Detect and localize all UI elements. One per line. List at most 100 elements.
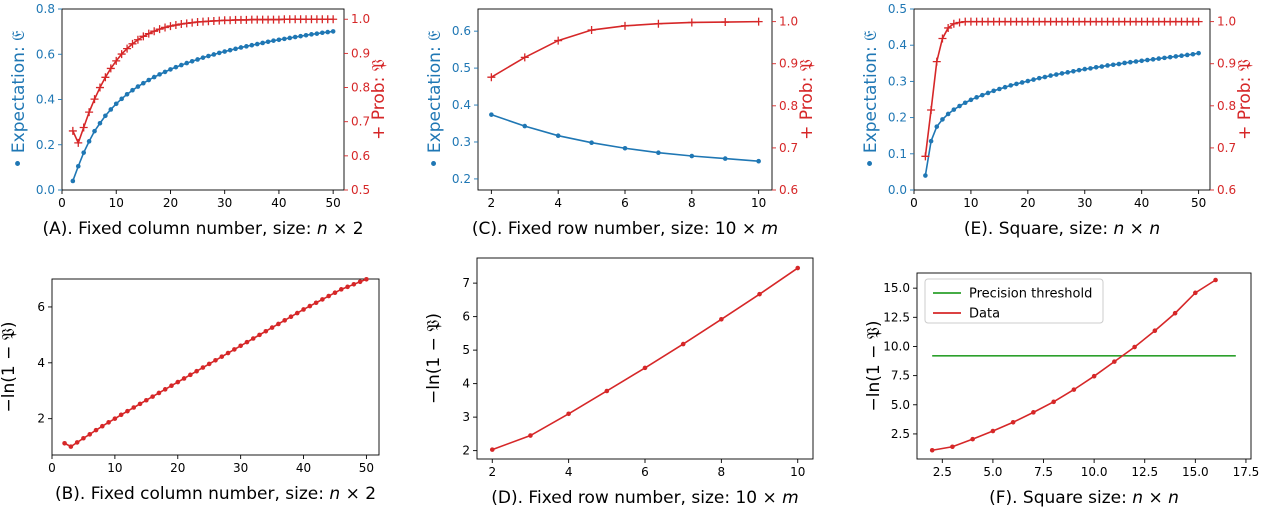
data-point: [175, 379, 181, 385]
data-point: [106, 64, 115, 73]
y-tick-label: 0.4: [888, 38, 907, 52]
data-point: [1065, 70, 1070, 75]
data-point: [75, 163, 81, 169]
data-point: [932, 57, 941, 66]
data-point: [955, 18, 964, 27]
data-point: [338, 287, 344, 292]
y2-tick-label: 0.8: [351, 81, 370, 95]
data-point: [287, 35, 293, 41]
data-point: [1031, 410, 1036, 415]
y-axis-label: • Expectation: 𝔈: [9, 30, 29, 169]
x-tick-label: 50: [326, 196, 341, 210]
data-point: [1099, 64, 1105, 69]
panel-caption: (B). Fixed column number, size: n × 2: [55, 484, 376, 504]
caption-var2: n: [1149, 219, 1160, 239]
data-point: [168, 67, 173, 72]
data-point: [131, 405, 137, 410]
data-point: [249, 42, 255, 48]
data-point: [1059, 71, 1065, 76]
data-point: [687, 18, 696, 27]
caption-var1: n: [1132, 488, 1143, 508]
x-tick-label: 10: [963, 196, 978, 210]
data-point: [589, 140, 594, 146]
data-point: [1025, 78, 1031, 84]
x-tick-label: 10: [109, 196, 124, 210]
data-point: [1036, 75, 1042, 81]
data-point: [90, 95, 99, 104]
y2-axis-label: + Prob: 𝔓: [1235, 59, 1255, 140]
series-line: [491, 267, 799, 451]
data-point: [1162, 55, 1167, 61]
y-tick-label: 5: [462, 343, 470, 357]
data-point: [238, 343, 243, 349]
data-point: [100, 423, 105, 429]
x-tick-label: 4: [565, 465, 573, 479]
data-point: [928, 138, 934, 144]
data-point: [188, 18, 197, 27]
data-point: [1213, 277, 1218, 283]
data-point: [265, 39, 271, 45]
data-point: [313, 300, 319, 306]
data-point: [169, 383, 174, 389]
data-point: [288, 314, 294, 320]
data-point: [144, 29, 153, 38]
data-point: [85, 108, 94, 117]
data-point: [79, 123, 88, 132]
data-point: [528, 433, 533, 438]
plot-frame: [476, 257, 814, 460]
x-tick-label: 8: [688, 196, 696, 210]
data-point: [112, 56, 121, 65]
chart-panel-c: 2 4 6 8 10 0.2 0.3 0.4 0.5 0.6 0.6 0.7 0.8 0.9 1.0 • Ex…: [425, 8, 817, 239]
series-line: [491, 113, 759, 162]
series-right: [487, 17, 763, 82]
x-tick-label: 10: [790, 465, 805, 479]
data-point: [1145, 57, 1150, 63]
data-point: [326, 293, 331, 299]
data-point: [238, 45, 244, 50]
data-point: [182, 19, 191, 28]
data-point: [124, 91, 130, 97]
x-tick-label: 10.0: [1081, 465, 1108, 479]
data-point: [1042, 74, 1048, 80]
data-point: [325, 29, 331, 35]
caption-var2: m: [782, 488, 799, 508]
caption-var1: n: [329, 484, 340, 504]
x-tick-label: 8: [718, 465, 726, 479]
series-right: [921, 17, 1203, 161]
y-tick-label: 0.4: [452, 98, 471, 112]
series-main: [489, 265, 801, 452]
data-point: [117, 50, 126, 59]
data-point: [309, 32, 314, 37]
data-point: [1132, 344, 1137, 350]
x-tick-label: 2: [488, 465, 496, 479]
data-point: [173, 64, 179, 70]
data-point: [137, 401, 143, 407]
data-point: [991, 88, 996, 94]
data-point: [74, 138, 83, 147]
series-main: [62, 276, 369, 449]
data-point: [587, 26, 596, 35]
data-point: [968, 97, 974, 103]
x-tick-label: 0: [910, 196, 918, 210]
data-point: [113, 101, 119, 107]
data-point: [962, 100, 968, 106]
y-tick-label: 0.5: [452, 61, 471, 75]
data-point: [1112, 359, 1117, 364]
legend-label: Precision threshold: [969, 287, 1092, 302]
data-point: [757, 291, 762, 297]
data-point: [1133, 59, 1139, 64]
data-point: [314, 31, 320, 36]
data-point: [222, 49, 227, 54]
data-point: [320, 297, 325, 302]
data-point: [1048, 73, 1053, 78]
data-point: [721, 18, 730, 27]
y2-tick-label: 0.6: [1217, 183, 1236, 197]
data-point: [1167, 54, 1173, 60]
data-point: [345, 284, 350, 290]
data-point: [756, 158, 761, 164]
y2-tick-label: 0.7: [1217, 141, 1236, 155]
caption-mid: 10 ×: [715, 219, 762, 239]
x-tick-label: 20: [163, 196, 178, 210]
data-point: [1190, 51, 1196, 57]
data-point: [555, 133, 561, 138]
